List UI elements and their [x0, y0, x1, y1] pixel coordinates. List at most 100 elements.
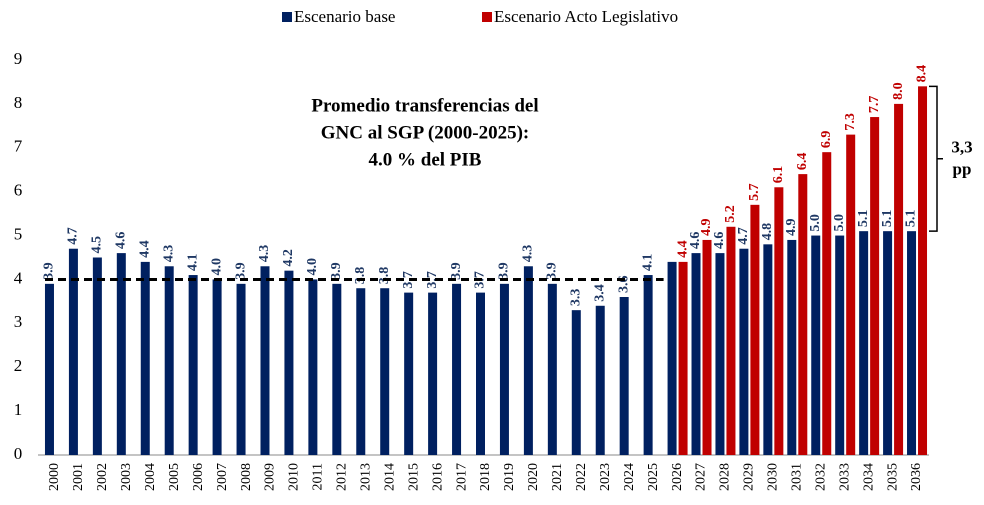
- value-label: 4.7: [66, 227, 81, 245]
- value-label: 3.4: [592, 284, 607, 302]
- x-tick-label: 2008: [239, 463, 254, 491]
- bar: [798, 174, 808, 455]
- x-tick-label: 2036: [909, 463, 924, 491]
- value-label: 3.9: [545, 262, 560, 280]
- value-label: 5.2: [723, 205, 738, 223]
- legend-label: Escenario base: [294, 7, 395, 26]
- bar: [44, 283, 54, 455]
- value-label: 3.9: [449, 262, 464, 280]
- bar: [116, 253, 126, 455]
- x-tick-label: 2024: [622, 463, 637, 491]
- x-tick-label: 2011: [311, 463, 326, 490]
- y-tick-label: 0: [14, 444, 23, 463]
- bar: [811, 235, 821, 455]
- bar: [883, 231, 893, 455]
- x-tick-label: 2027: [694, 463, 709, 491]
- value-label: 4.1: [640, 254, 655, 272]
- value-label: 4.3: [521, 245, 536, 263]
- value-label: 6.1: [771, 166, 786, 184]
- bar: [452, 283, 462, 455]
- value-label: 3.7: [401, 271, 416, 289]
- bar: [476, 292, 485, 455]
- x-tick-label: 2028: [718, 463, 733, 491]
- bar: [822, 152, 832, 455]
- bar: [404, 292, 414, 455]
- bar: [428, 292, 438, 455]
- bar: [260, 266, 270, 455]
- bar: [678, 261, 688, 455]
- gap-annotation: pp: [953, 160, 972, 179]
- value-label: 4.3: [161, 245, 176, 263]
- value-label: 3.3: [569, 289, 584, 307]
- value-label: 3.9: [233, 262, 248, 279]
- value-label: 4.6: [114, 232, 129, 250]
- y-tick-label: 5: [14, 224, 23, 243]
- value-label: 3.8: [353, 267, 368, 285]
- y-tick-label: 8: [14, 93, 23, 112]
- bar: [140, 261, 150, 455]
- bar: [284, 270, 294, 455]
- value-label: 4.9: [699, 218, 714, 236]
- x-tick-label: 2033: [837, 463, 852, 491]
- x-tick-label: 2006: [191, 463, 206, 491]
- value-label: 5.1: [856, 210, 871, 228]
- x-tick-label: 2010: [287, 463, 302, 491]
- bar: [750, 204, 760, 455]
- x-tick-label: 2035: [885, 463, 900, 491]
- x-tick-label: 2016: [430, 463, 445, 491]
- bar: [846, 134, 856, 455]
- bar: [380, 288, 390, 455]
- bar: [188, 275, 198, 455]
- value-label: 5.0: [832, 214, 847, 232]
- x-tick-label: 2014: [382, 463, 397, 491]
- gap-annotation: 3,3: [951, 138, 972, 157]
- bar: [859, 231, 869, 455]
- x-tick-label: 2023: [598, 463, 613, 491]
- value-label: 3.9: [42, 262, 57, 280]
- bar: [774, 187, 784, 455]
- x-tick-label: 2005: [167, 463, 182, 491]
- bar: [356, 288, 366, 455]
- value-label: 5.1: [880, 210, 895, 228]
- x-tick-label: 2001: [71, 463, 86, 491]
- bar: [92, 257, 102, 455]
- bar: [643, 275, 653, 455]
- x-tick-label: 2004: [143, 463, 158, 491]
- y-tick-label: 4: [14, 268, 23, 287]
- bar: [499, 283, 509, 455]
- value-label: 4.7: [736, 227, 751, 245]
- bar: [236, 283, 246, 455]
- y-tick-label: 1: [14, 400, 23, 419]
- x-tick-label: 2026: [670, 463, 685, 491]
- value-label: 4.6: [688, 232, 703, 250]
- annotation: 4.0 % del PIB: [369, 149, 482, 170]
- annotation: Promedio transferencias del: [311, 95, 538, 116]
- legend-swatch: [482, 12, 492, 22]
- bar: [715, 253, 725, 455]
- bar: [739, 248, 749, 455]
- value-label: 4.2: [281, 249, 296, 267]
- value-label: 4.8: [760, 223, 775, 241]
- bar: [702, 239, 712, 455]
- value-label: 4.0: [209, 258, 224, 276]
- x-tick-label: 2032: [813, 463, 828, 491]
- bar: [907, 231, 917, 455]
- y-tick-label: 3: [14, 312, 23, 331]
- bar: [894, 103, 904, 455]
- x-tick-label: 2009: [263, 463, 278, 491]
- bar: [835, 235, 845, 455]
- value-label: 3.8: [377, 267, 392, 285]
- bar: [308, 279, 318, 455]
- y-tick-label: 6: [14, 181, 23, 200]
- bar: [332, 283, 342, 455]
- value-label: 4.0: [305, 258, 320, 276]
- value-label: 3.7: [425, 271, 440, 289]
- x-tick-label: 2017: [454, 463, 469, 491]
- value-label: 5.7: [747, 183, 762, 201]
- value-label: 4.1: [185, 254, 200, 272]
- x-tick-label: 2012: [335, 463, 350, 491]
- value-label: 8.0: [891, 82, 906, 100]
- legend-swatch: [282, 12, 292, 22]
- x-tick-label: 2030: [766, 463, 781, 491]
